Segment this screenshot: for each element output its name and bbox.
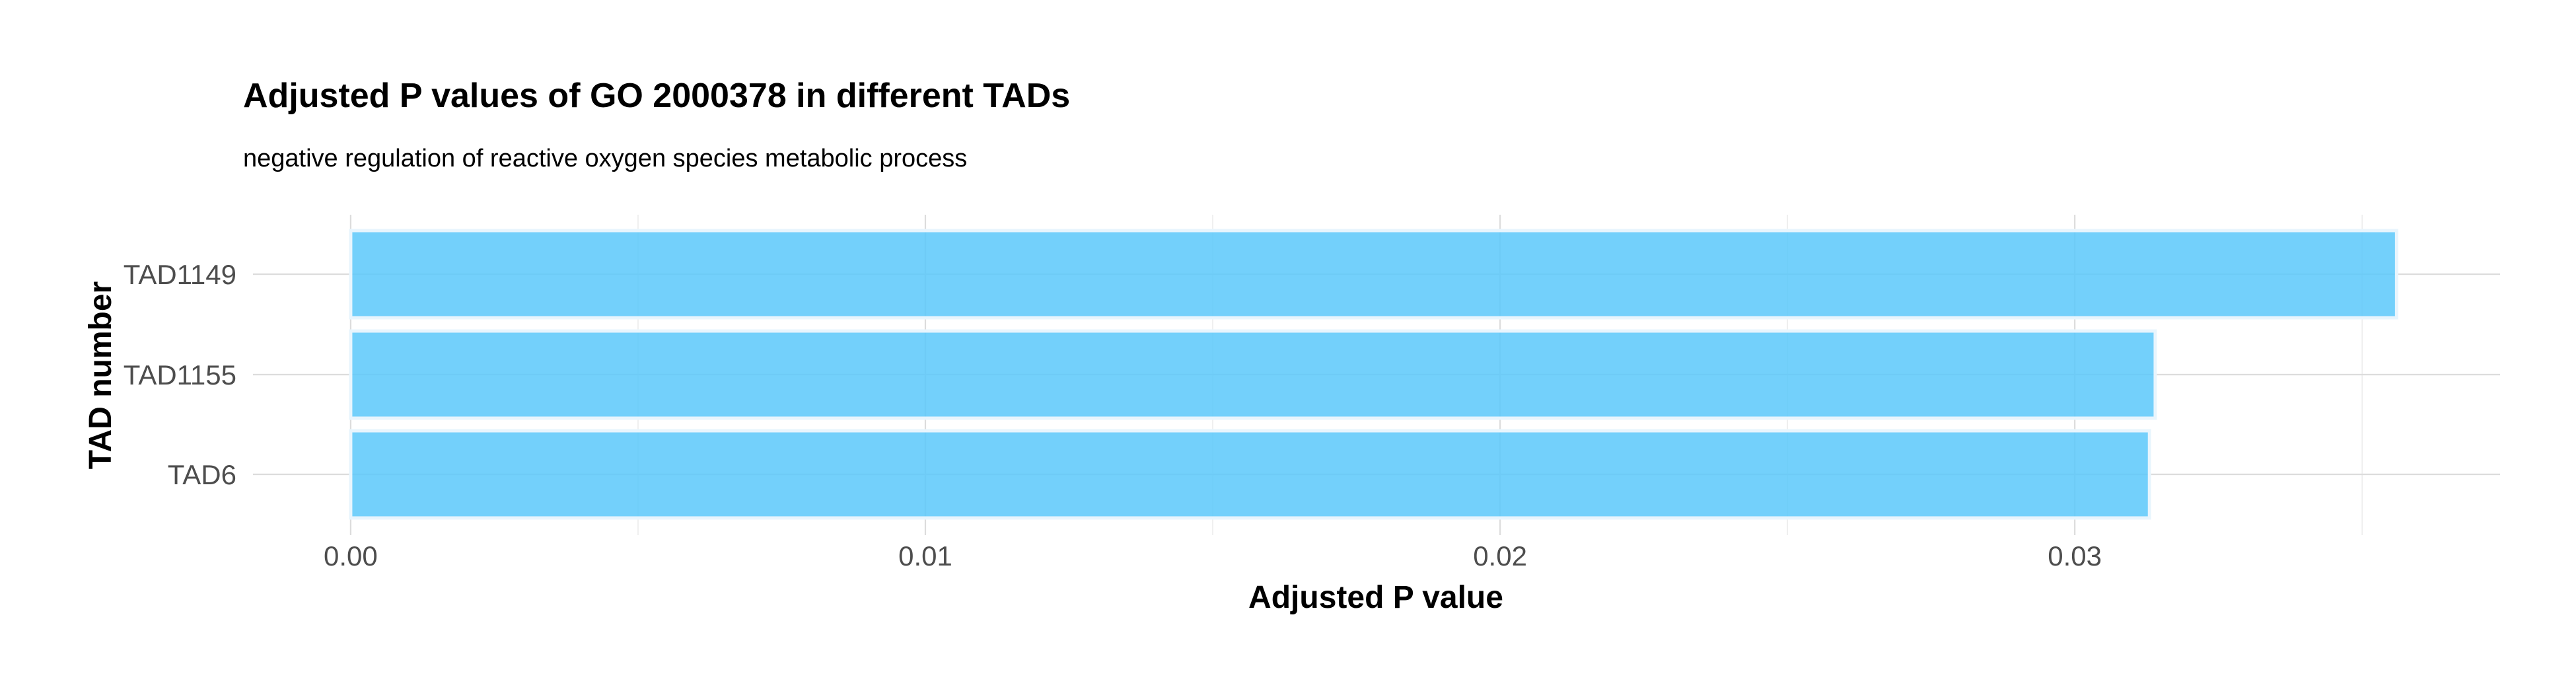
bars [349,229,2398,520]
x-axis-title: Adjusted P value [1248,580,1503,615]
chart-title: Adjusted P values of GO 2000378 in diffe… [243,77,1070,115]
x-tick-label: 0.01 [898,540,952,571]
y-tick-label: TAD6 [168,459,236,490]
y-tick-label: TAD1149 [124,259,236,290]
y-tick-label: TAD1155 [124,359,236,390]
bar-tad1155 [349,329,2157,420]
bar-tad1149 [349,229,2398,320]
y-tick-labels: TAD1149 TAD1155 TAD6 [124,259,236,490]
x-tick-label: 0.03 [2048,540,2102,571]
bar-tad6 [349,429,2151,520]
y-axis-title: TAD number [83,281,118,469]
x-tick-labels: 0.00 0.01 0.02 0.03 [324,540,2102,571]
x-tick-label: 0.00 [324,540,378,571]
chart-subtitle: negative regulation of reactive oxygen s… [243,145,967,172]
x-tick-label: 0.02 [1473,540,1527,571]
